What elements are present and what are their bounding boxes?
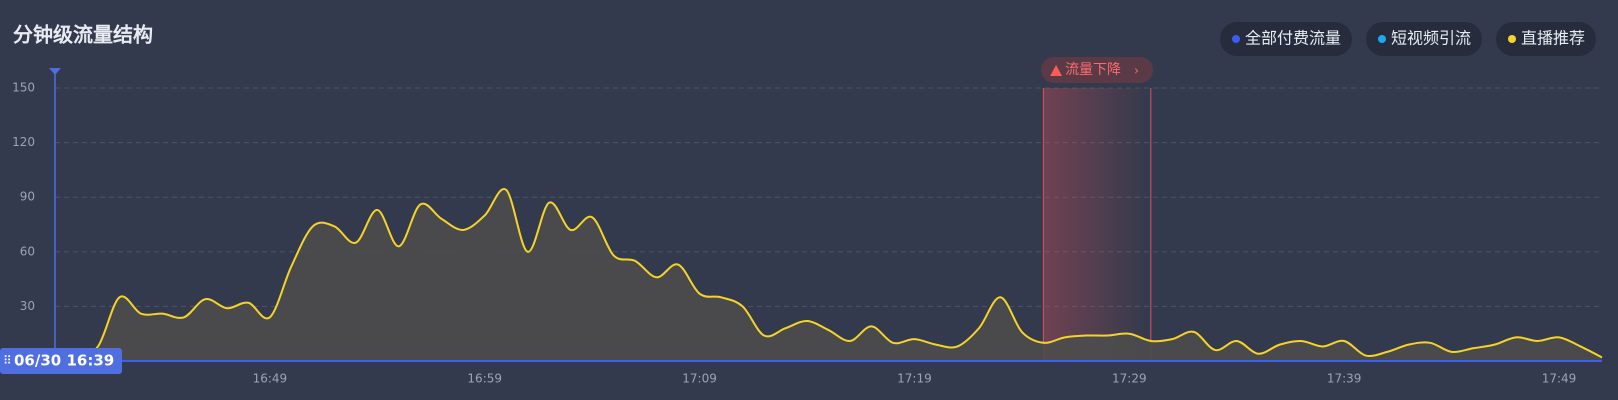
legend-swatch [1508,35,1516,43]
legend-label: 全部付费流量 [1245,29,1341,48]
x-tick-label: 17:29 [1112,372,1147,386]
legend-item[interactable]: 短视频引流 [1366,22,1482,56]
x-tick-label: 17:49 [1542,372,1577,386]
legend-pill [1220,22,1352,56]
legend-pill [1496,22,1596,56]
drag-handle: ⠿ [3,354,12,368]
warning-icon [1050,65,1063,76]
chevron: › [1134,64,1139,78]
y-tick-label: 30 [20,299,35,313]
y-tick-label: 150 [12,81,35,95]
legend-label: 短视频引流 [1391,29,1471,48]
legend-item[interactable]: 直播推荐 [1496,22,1596,56]
y-tick-label: 120 [12,135,35,149]
y-tick-label: 60 [20,244,35,258]
highlight-label: 流量下降 [1065,62,1121,78]
x-tick-label: 17:09 [682,372,717,386]
y-axis-marker [49,68,61,75]
cursor-badge [0,348,122,374]
chart-title: 分钟级流量结构 [13,23,153,47]
legend-swatch [1232,35,1240,43]
line [54,187,1603,362]
x-tick-label: 16:49 [253,372,288,386]
legend-label: 直播推荐 [1521,29,1585,48]
area [55,188,1602,361]
x-tick-label: 17:19 [897,372,932,386]
legend-pill [1366,22,1482,56]
y-tick-label: 90 [20,190,35,204]
cursor-label: 06/30 16:39 [14,352,114,370]
legend-swatch [1378,35,1386,43]
legend-item[interactable]: 全部付费流量 [1220,22,1352,56]
highlight-band [1043,88,1151,361]
highlight-badge [1041,57,1154,83]
x-tick-label: 17:39 [1327,372,1362,386]
x-tick-label: 16:59 [467,372,502,386]
